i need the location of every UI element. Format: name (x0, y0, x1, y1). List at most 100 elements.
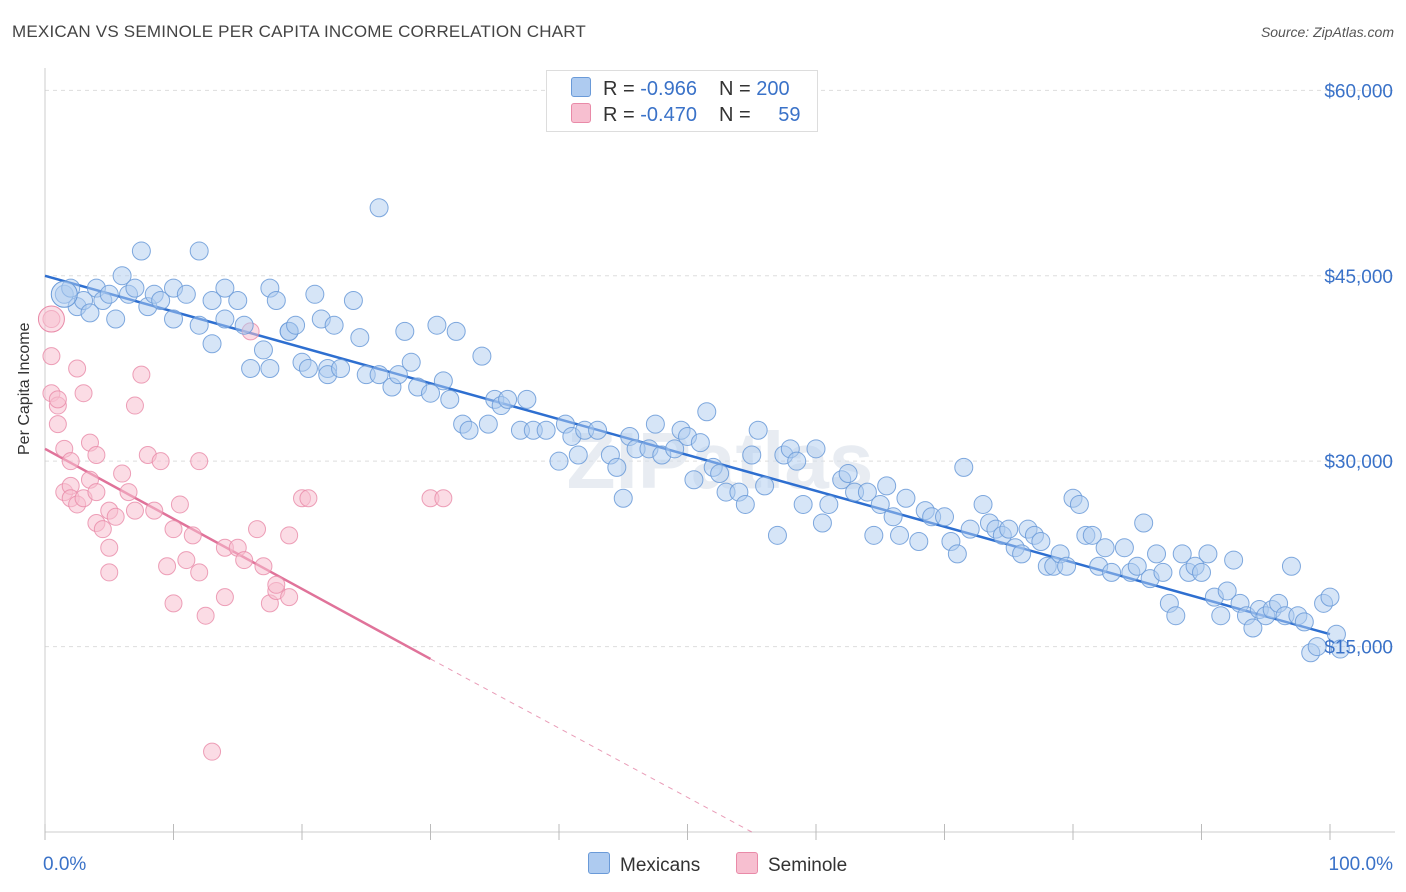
stats-row-mexicans: R = -0.966 N = 200 (571, 77, 790, 101)
mexicans-point (106, 309, 126, 329)
seminole-point (93, 520, 112, 539)
mexicans-point (343, 290, 363, 310)
mexicans-point (819, 494, 839, 514)
x-tick-label: 0.0% (43, 854, 86, 875)
mexicans-point (189, 241, 209, 261)
seminole-swatch (571, 103, 591, 123)
seminole-point (235, 551, 254, 570)
y-tick-label: $15,000 (1324, 638, 1393, 659)
mexicans-point (536, 420, 556, 440)
tick-labels: $60,000 $45,000 $30,000 $15,000 0.0% 100.0% (43, 81, 1393, 875)
seminole-point (125, 396, 144, 415)
seminole-point (151, 452, 170, 471)
seminole-point (42, 347, 61, 366)
seminole-point (48, 415, 67, 434)
seminole-point (215, 588, 234, 607)
seminole-legend-swatch (736, 852, 758, 874)
seminole-point (280, 526, 299, 545)
mexicans-point (710, 464, 730, 484)
mexicans-point (697, 402, 717, 422)
seminole-point (190, 452, 209, 471)
seminole-point (132, 365, 151, 384)
x-tick-label: 100.0% (1329, 854, 1394, 875)
mexicans-point (1172, 544, 1192, 564)
mexicans-point (401, 352, 421, 372)
mexicans-point (421, 383, 440, 403)
mexicans-point (1198, 544, 1218, 564)
mexicans-point (613, 488, 633, 508)
seminole-point (267, 575, 286, 594)
mexicans-point (298, 358, 318, 378)
mexicans-point (331, 358, 351, 378)
source-label: Source: ZipAtlas.com (1260, 24, 1394, 40)
mexicans-point (742, 445, 762, 465)
mexicans-point (266, 290, 286, 310)
mexicans-point (1012, 544, 1032, 564)
mexicans-point (1217, 581, 1237, 601)
data-points (37, 198, 1350, 761)
seminole-point (170, 495, 189, 514)
y-tick-label: $30,000 (1324, 452, 1393, 473)
legend-item-seminole[interactable]: Seminole (736, 852, 847, 877)
seminole-point (145, 501, 164, 520)
mexicans-point (960, 519, 980, 539)
seminole-point (196, 606, 215, 625)
mexicans-point (954, 457, 974, 477)
mexicans-point (189, 315, 209, 335)
mexicans-point (164, 309, 183, 329)
seminole-point (183, 526, 202, 545)
mexicans-point (498, 389, 518, 409)
mexicans-point (1102, 562, 1122, 582)
mexicans-point (806, 439, 826, 459)
mexicans-point (690, 433, 710, 453)
mexicans-point (427, 315, 447, 335)
legend-item-mexicans[interactable]: Mexicans (588, 852, 700, 877)
mexicans-point (588, 420, 608, 440)
mexicans-point (549, 451, 569, 471)
mexicans-point (472, 346, 492, 366)
chart-title: MEXICAN VS SEMINOLE PER CAPITA INCOME CO… (12, 22, 586, 41)
mexicans-point (947, 544, 967, 564)
legend-label-mexicans: Mexicans (620, 855, 701, 876)
mexicans-point (176, 284, 196, 304)
mexicans-point (857, 482, 877, 502)
mexicans-point (125, 278, 145, 298)
mexicans-point (228, 290, 248, 310)
mexicans-point (234, 315, 254, 335)
seminole-point (434, 489, 453, 508)
mexicans-point (151, 290, 171, 310)
seminole-point (248, 520, 267, 539)
mexicans-point (735, 494, 755, 514)
mexicans-point (890, 525, 910, 545)
mexicans-point (1095, 538, 1115, 558)
seminole-point (100, 563, 119, 582)
mexicans-point (755, 476, 775, 496)
mexicans-point (1031, 532, 1051, 552)
mexicans-point (870, 494, 890, 514)
mexicans-point (767, 525, 787, 545)
seminole-point (106, 507, 125, 526)
mexicans-legend-swatch (588, 852, 610, 874)
mexicans-point (812, 513, 832, 533)
mexicans-point (1211, 606, 1231, 626)
mexicans-point (793, 494, 813, 514)
mexicans-point (433, 371, 453, 391)
mexicans-point (131, 241, 151, 261)
mexicans-point (645, 414, 665, 434)
mexicans-point (1134, 513, 1154, 533)
mexicans-point (748, 420, 768, 440)
mexicans-point (568, 445, 588, 465)
mexicans-point (112, 266, 132, 286)
mexicans-point (896, 488, 916, 508)
mexicans-point (80, 303, 100, 323)
y-axis-label: Per Capita Income (16, 322, 33, 455)
mexicans-point (253, 340, 273, 360)
mexicans-point (1147, 544, 1167, 564)
seminole-point (113, 464, 132, 483)
mexicans-point (607, 457, 627, 477)
mexicans-point (99, 284, 119, 304)
seminole-point (177, 551, 196, 570)
mexicans-point (935, 507, 954, 527)
mexicans-point (286, 315, 306, 335)
seminole-point (190, 563, 209, 582)
